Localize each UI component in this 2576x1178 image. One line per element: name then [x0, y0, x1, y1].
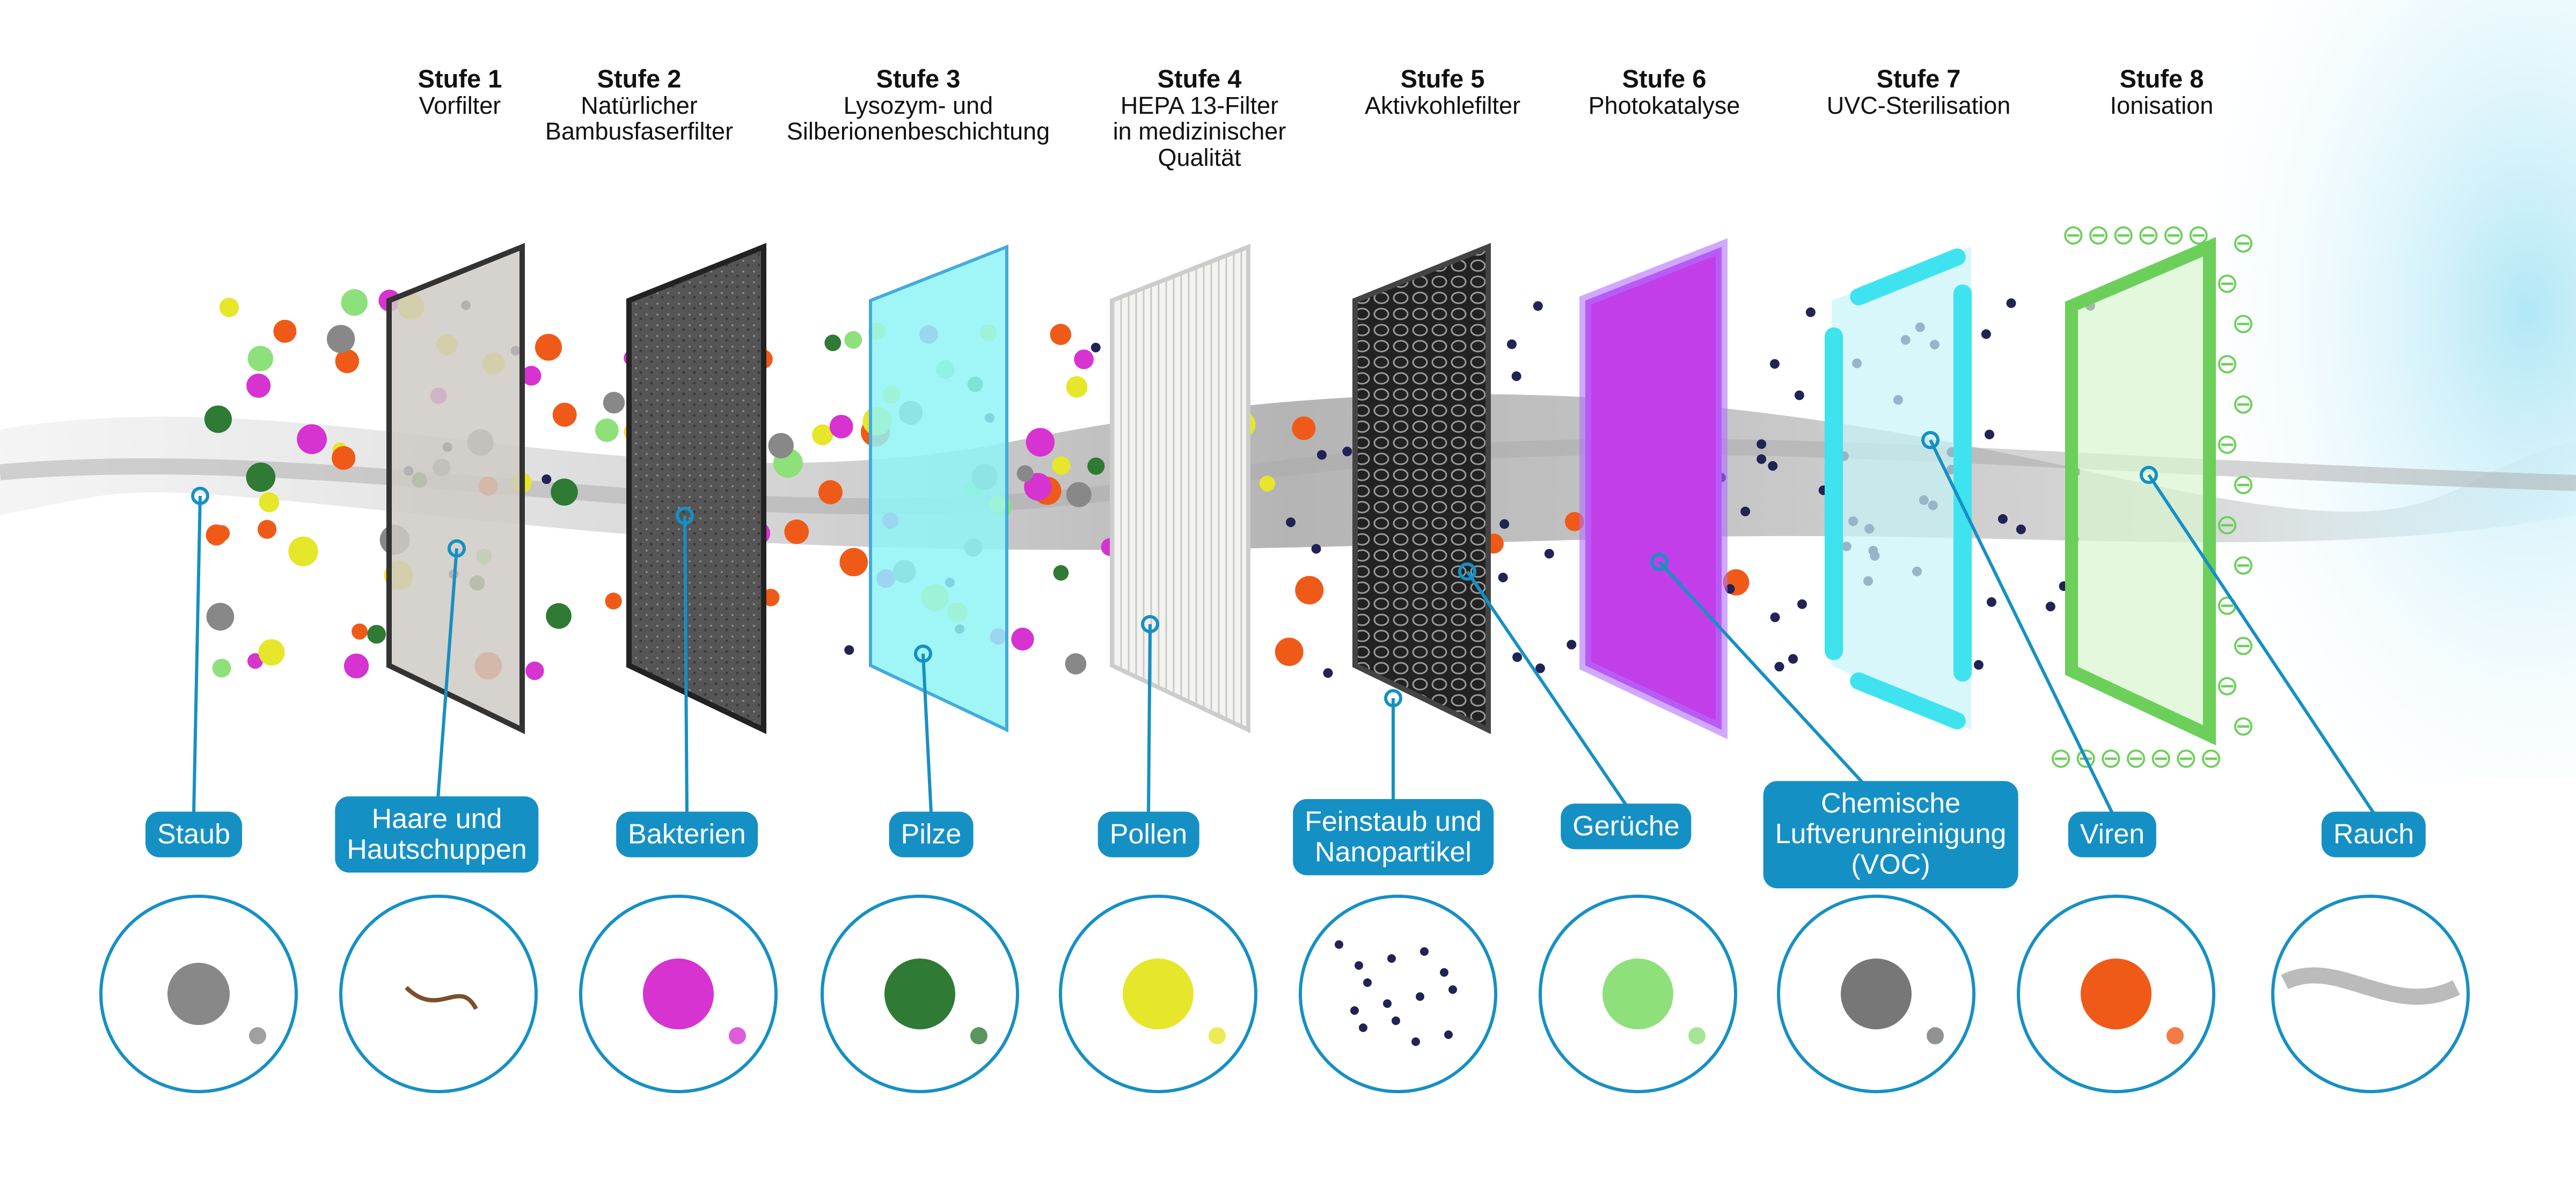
leader-line	[435, 548, 458, 814]
svg-text:⊖: ⊖	[2231, 630, 2255, 662]
stage-number: Stufe 1	[418, 64, 502, 93]
target-marker	[676, 507, 694, 525]
stage-number: Stufe 7	[1876, 64, 1961, 93]
svg-text:⊖: ⊖	[2231, 388, 2255, 420]
stage-number: Stufe 8	[2119, 64, 2204, 93]
svg-text:⊖: ⊖	[2199, 742, 2223, 774]
leader-line	[921, 653, 933, 814]
particle-closeup	[1841, 959, 1912, 1029]
svg-text:⊖: ⊖	[2137, 219, 2161, 251]
stage-4-header: Stufe 4 HEPA 13-Filter in medizinischer Q…	[1113, 65, 1286, 171]
particle-closeup	[1602, 959, 1673, 1029]
pollutant-label: Pilze	[889, 811, 974, 858]
pollutant-label: Bakterien	[616, 811, 758, 858]
svg-text:⊖: ⊖	[2062, 219, 2085, 251]
leader-line	[1147, 624, 1152, 814]
svg-text:⊖: ⊖	[2215, 509, 2239, 541]
particle-closeup	[1123, 959, 1194, 1029]
target-marker	[1384, 689, 1402, 707]
stage-name: HEPA 13-Filter in medizinischer Qualität	[1113, 91, 1286, 171]
stage-name: Natürlicher Bambusfaserfilter	[545, 91, 734, 145]
leader-line	[1929, 439, 2114, 814]
uvc-panel	[1825, 247, 1972, 730]
stage-5-header: Stufe 5 Aktivkohlefilter	[1365, 65, 1520, 119]
stage-number: Stufe 2	[597, 64, 682, 93]
stage-name: UVC-Sterilisation	[1826, 91, 2011, 119]
svg-text:⊖: ⊖	[2231, 710, 2255, 742]
stage-3-header: Stufe 3 Lysozym- und Silberionenbeschicht…	[787, 65, 1050, 145]
svg-text:⊖: ⊖	[2215, 428, 2239, 460]
pollutant-label: Pollen	[1097, 811, 1199, 858]
stage-number: Stufe 6	[1622, 64, 1707, 93]
closeup-circle	[339, 895, 538, 1093]
hepa-filter-panel	[1110, 244, 1250, 734]
svg-text:⊖: ⊖	[2112, 219, 2135, 251]
particle-closeup	[2081, 959, 2151, 1029]
pollutant-label: Chemische Luftverunreinigung (VOC)	[1763, 781, 2018, 888]
stage-2-header: Stufe 2 Natürlicher Bambusfaserfilter	[545, 65, 733, 145]
svg-text:⊖: ⊖	[2099, 742, 2123, 774]
svg-text:⊖: ⊖	[2215, 267, 2239, 299]
target-marker	[1650, 553, 1668, 571]
stage-7-header: Stufe 7 UVC-Sterilisation	[1827, 65, 2011, 119]
pollutant-label: Staub	[145, 811, 242, 858]
target-marker	[448, 539, 466, 558]
svg-text:⊖: ⊖	[2124, 742, 2148, 774]
stage-8-header: Stufe 8 Ionisation	[2110, 65, 2214, 119]
svg-text:⊖: ⊖	[2215, 348, 2239, 380]
svg-text:⊖: ⊖	[2162, 219, 2185, 251]
svg-text:⊖: ⊖	[2231, 227, 2255, 259]
svg-text:⊖: ⊖	[2215, 670, 2239, 702]
particle-closeup	[884, 959, 955, 1029]
photocatalysis-panel	[1579, 238, 1728, 740]
svg-text:⊖: ⊖	[2087, 219, 2110, 251]
coating-filter-panel	[869, 244, 1008, 733]
pollutant-label: Haare und Hautschuppen	[335, 796, 539, 873]
leader-line	[192, 495, 202, 814]
leader-lines	[191, 431, 2375, 816]
leader-line	[683, 515, 689, 814]
bamboo-filter-panel	[626, 243, 766, 734]
svg-text:⊖: ⊖	[2187, 219, 2211, 251]
carbon-filter-panel	[1352, 243, 1491, 734]
closeup-circles	[99, 895, 2470, 1093]
svg-text:⊖: ⊖	[2231, 469, 2255, 501]
pollutant-label: Rauch	[2321, 811, 2426, 858]
leader-line	[1466, 570, 1628, 806]
stage-6-header: Stufe 6 Photokatalyse	[1589, 65, 1740, 119]
stage-name: Lysozym- und Silberionenbeschichtung	[786, 91, 1050, 145]
closeup-circle	[1299, 895, 1497, 1093]
stage-name: Aktivkohlefilter	[1364, 91, 1521, 119]
particle-closeup	[643, 959, 714, 1029]
target-marker	[1921, 431, 1940, 449]
target-marker	[2140, 466, 2158, 484]
pollutant-label: Viren	[2068, 811, 2157, 858]
pollutant-label: Gerüche	[1561, 803, 1692, 850]
particle-closeup	[167, 963, 230, 1025]
pollutant-label: Feinstaub und Nanopartikel	[1293, 799, 1494, 876]
stage-name: Vorfilter	[419, 91, 501, 119]
svg-text:⊖: ⊖	[2049, 742, 2073, 774]
target-marker	[1458, 562, 1476, 581]
svg-text:⊖: ⊖	[2149, 742, 2173, 774]
target-marker	[1141, 615, 1159, 633]
svg-text:⊖: ⊖	[2231, 549, 2255, 581]
prefilter-panel	[386, 243, 525, 734]
svg-text:⊖: ⊖	[2231, 308, 2255, 340]
ionisation-panel	[2065, 237, 2216, 745]
stage-number: Stufe 4	[1157, 64, 1242, 93]
stage-name: Ionisation	[2110, 91, 2214, 119]
target-marker	[191, 487, 209, 505]
stage-name: Photokatalyse	[1588, 91, 1740, 119]
svg-text:⊖: ⊖	[2175, 742, 2198, 774]
stage-number: Stufe 5	[1400, 64, 1485, 93]
stage-1-header: Stufe 1 Vorfilter	[418, 65, 502, 119]
ion-symbols: ⊖⊖⊖⊖⊖⊖⊖⊖⊖⊖⊖⊖⊖⊖⊖⊖⊖⊖⊖⊖⊖⊖⊖⊖⊖⊖	[2049, 219, 2255, 774]
leader-line	[1658, 560, 1892, 815]
leader-line	[2147, 474, 2375, 814]
target-marker	[914, 645, 932, 663]
stage-number: Stufe 3	[876, 64, 961, 93]
